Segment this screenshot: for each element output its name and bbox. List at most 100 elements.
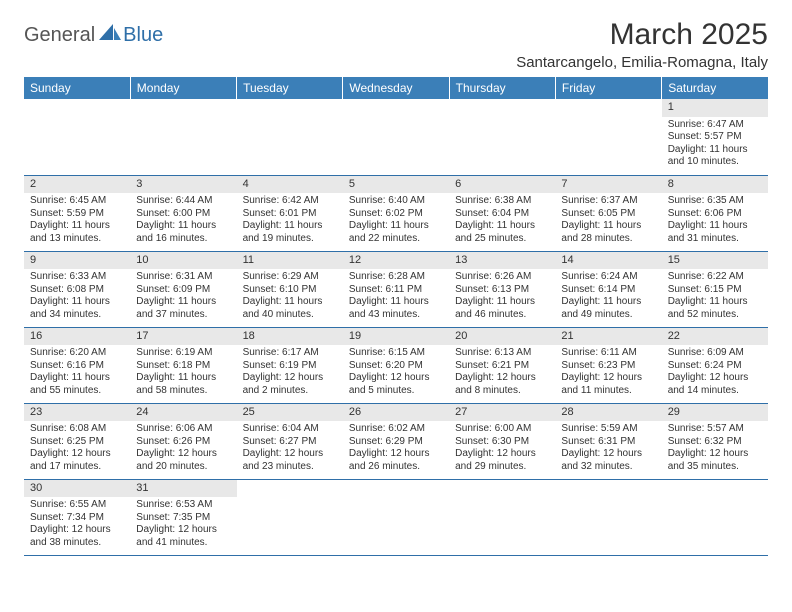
sunrise-text: Sunrise: 6:44 AM (136, 195, 230, 208)
page-subtitle: Santarcangelo, Emilia-Romagna, Italy (516, 54, 768, 71)
sunset-text: Sunset: 6:16 PM (30, 360, 124, 373)
day-number: 22 (662, 328, 768, 346)
calendar-cell: 1 Sunrise: 6:47 AMSunset: 5:57 PMDaylight… (662, 99, 768, 175)
calendar-cell: 5Sunrise: 6:40 AMSunset: 6:02 PMDaylight… (343, 175, 449, 251)
calendar-cell: 18Sunrise: 6:17 AMSunset: 6:19 PMDayligh… (237, 327, 343, 403)
calendar-cell: 3Sunrise: 6:44 AMSunset: 6:00 PMDaylight… (130, 175, 236, 251)
day-body: Sunrise: 6:17 AMSunset: 6:19 PMDaylight:… (237, 345, 343, 400)
daylight-text: Daylight: 12 hours and 20 minutes. (136, 448, 230, 473)
daylight-text: Daylight: 11 hours and 40 minutes. (243, 296, 337, 321)
calendar-cell: 16Sunrise: 6:20 AMSunset: 6:16 PMDayligh… (24, 327, 130, 403)
sunset-text: Sunset: 5:57 PM (668, 131, 762, 144)
day-body: Sunrise: 6:13 AMSunset: 6:21 PMDaylight:… (449, 345, 555, 400)
sunset-text: Sunset: 6:02 PM (349, 208, 443, 221)
sunrise-text: Sunrise: 6:45 AM (30, 195, 124, 208)
weekday-header-row: Sunday Monday Tuesday Wednesday Thursday… (24, 77, 768, 99)
weekday-header: Monday (130, 77, 236, 99)
daylight-text: Daylight: 11 hours and 52 minutes. (668, 296, 762, 321)
day-number: 18 (237, 328, 343, 346)
calendar-cell: 9Sunrise: 6:33 AMSunset: 6:08 PMDaylight… (24, 251, 130, 327)
sunset-text: Sunset: 6:27 PM (243, 436, 337, 449)
calendar-cell: 28Sunrise: 5:59 AMSunset: 6:31 PMDayligh… (555, 403, 661, 479)
calendar-cell: 15Sunrise: 6:22 AMSunset: 6:15 PMDayligh… (662, 251, 768, 327)
sunset-text: Sunset: 6:14 PM (561, 284, 655, 297)
sunrise-text: Sunrise: 6:55 AM (30, 499, 124, 512)
daylight-text: Daylight: 11 hours and 31 minutes. (668, 220, 762, 245)
day-number: 7 (555, 176, 661, 194)
day-body: Sunrise: 6:04 AMSunset: 6:27 PMDaylight:… (237, 421, 343, 476)
sunrise-text: Sunrise: 5:57 AM (668, 423, 762, 436)
daylight-text: Daylight: 12 hours and 5 minutes. (349, 372, 443, 397)
sunrise-text: Sunrise: 6:20 AM (30, 347, 124, 360)
sunset-text: Sunset: 5:59 PM (30, 208, 124, 221)
day-number: 11 (237, 252, 343, 270)
day-body: Sunrise: 5:57 AMSunset: 6:32 PMDaylight:… (662, 421, 768, 476)
weekday-header: Tuesday (237, 77, 343, 99)
calendar-cell: 27Sunrise: 6:00 AMSunset: 6:30 PMDayligh… (449, 403, 555, 479)
sunset-text: Sunset: 6:05 PM (561, 208, 655, 221)
sunrise-text: Sunrise: 6:08 AM (30, 423, 124, 436)
sunset-text: Sunset: 6:23 PM (561, 360, 655, 373)
day-body: Sunrise: 6:24 AMSunset: 6:14 PMDaylight:… (555, 269, 661, 324)
daylight-text: Daylight: 11 hours and 34 minutes. (30, 296, 124, 321)
day-body: Sunrise: 6:22 AMSunset: 6:15 PMDaylight:… (662, 269, 768, 324)
daylight-text: Daylight: 11 hours and 16 minutes. (136, 220, 230, 245)
day-body: Sunrise: 6:29 AMSunset: 6:10 PMDaylight:… (237, 269, 343, 324)
calendar-row: 23Sunrise: 6:08 AMSunset: 6:25 PMDayligh… (24, 403, 768, 479)
calendar-cell: 25Sunrise: 6:04 AMSunset: 6:27 PMDayligh… (237, 403, 343, 479)
calendar-cell: 24Sunrise: 6:06 AMSunset: 6:26 PMDayligh… (130, 403, 236, 479)
sunrise-text: Sunrise: 6:42 AM (243, 195, 337, 208)
day-body: Sunrise: 6:19 AMSunset: 6:18 PMDaylight:… (130, 345, 236, 400)
sunset-text: Sunset: 6:32 PM (668, 436, 762, 449)
calendar-cell: 29Sunrise: 5:57 AMSunset: 6:32 PMDayligh… (662, 403, 768, 479)
daylight-text: Daylight: 11 hours and 10 minutes. (668, 144, 762, 169)
sunset-text: Sunset: 6:13 PM (455, 284, 549, 297)
daylight-text: Daylight: 11 hours and 58 minutes. (136, 372, 230, 397)
calendar-cell: 31Sunrise: 6:53 AMSunset: 7:35 PMDayligh… (130, 479, 236, 555)
sunrise-text: Sunrise: 6:09 AM (668, 347, 762, 360)
calendar-cell: 19Sunrise: 6:15 AMSunset: 6:20 PMDayligh… (343, 327, 449, 403)
day-number: 26 (343, 404, 449, 422)
daylight-text: Daylight: 11 hours and 46 minutes. (455, 296, 549, 321)
day-number: 5 (343, 176, 449, 194)
weekday-header: Sunday (24, 77, 130, 99)
sunrise-text: Sunrise: 6:04 AM (243, 423, 337, 436)
daylight-text: Daylight: 12 hours and 17 minutes. (30, 448, 124, 473)
daylight-text: Daylight: 12 hours and 2 minutes. (243, 372, 337, 397)
day-body: Sunrise: 6:26 AMSunset: 6:13 PMDaylight:… (449, 269, 555, 324)
day-number: 1 (662, 99, 768, 117)
calendar-row: 30Sunrise: 6:55 AMSunset: 7:34 PMDayligh… (24, 479, 768, 555)
sunrise-text: Sunrise: 6:26 AM (455, 271, 549, 284)
calendar-cell (555, 99, 661, 175)
day-number: 2 (24, 176, 130, 194)
day-body: Sunrise: 6:02 AMSunset: 6:29 PMDaylight:… (343, 421, 449, 476)
day-number: 3 (130, 176, 236, 194)
logo-text-blue: Blue (123, 24, 163, 47)
day-body: Sunrise: 6:09 AMSunset: 6:24 PMDaylight:… (662, 345, 768, 400)
calendar-cell: 26Sunrise: 6:02 AMSunset: 6:29 PMDayligh… (343, 403, 449, 479)
day-body: Sunrise: 6:35 AMSunset: 6:06 PMDaylight:… (662, 193, 768, 248)
sunset-text: Sunset: 6:15 PM (668, 284, 762, 297)
sunset-text: Sunset: 7:35 PM (136, 512, 230, 525)
sunrise-text: Sunrise: 5:59 AM (561, 423, 655, 436)
daylight-text: Daylight: 11 hours and 55 minutes. (30, 372, 124, 397)
page-title: March 2025 (516, 18, 768, 52)
sunset-text: Sunset: 6:09 PM (136, 284, 230, 297)
calendar-cell (449, 99, 555, 175)
calendar-row: 9Sunrise: 6:33 AMSunset: 6:08 PMDaylight… (24, 251, 768, 327)
daylight-text: Daylight: 12 hours and 41 minutes. (136, 524, 230, 549)
calendar-cell: 10Sunrise: 6:31 AMSunset: 6:09 PMDayligh… (130, 251, 236, 327)
calendar-cell: 23Sunrise: 6:08 AMSunset: 6:25 PMDayligh… (24, 403, 130, 479)
header: General Blue March 2025 Santarcangelo, E… (24, 18, 768, 71)
day-number: 31 (130, 480, 236, 498)
day-number: 21 (555, 328, 661, 346)
day-number: 17 (130, 328, 236, 346)
sunset-text: Sunset: 6:25 PM (30, 436, 124, 449)
calendar-cell: 20Sunrise: 6:13 AMSunset: 6:21 PMDayligh… (449, 327, 555, 403)
day-number: 24 (130, 404, 236, 422)
daylight-text: Daylight: 12 hours and 23 minutes. (243, 448, 337, 473)
sunrise-text: Sunrise: 6:47 AM (668, 119, 762, 132)
day-body: Sunrise: 6:40 AMSunset: 6:02 PMDaylight:… (343, 193, 449, 248)
sunrise-text: Sunrise: 6:29 AM (243, 271, 337, 284)
day-number: 6 (449, 176, 555, 194)
